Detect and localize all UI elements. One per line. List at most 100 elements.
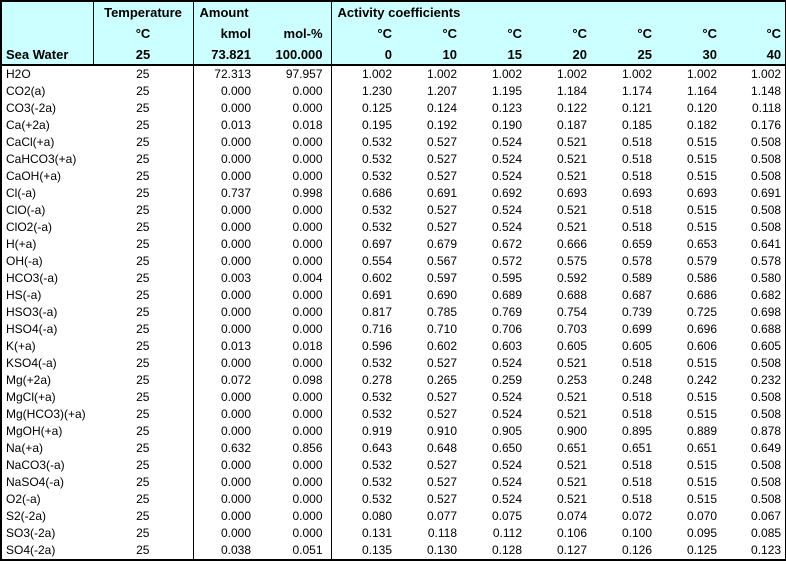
coeff-cell-6: 0.605 xyxy=(751,339,782,353)
coeff-cell-5: 0.125 xyxy=(686,543,718,557)
table-row: SO3(-2a) 25 0.000 0.000 0.131 0.118 0.112 0.106… xyxy=(1,525,786,542)
coeff-cell-4: 0.518 xyxy=(621,169,653,183)
coeff-cell-0: 0.602 xyxy=(361,271,393,285)
coeff-cell-0: 0.697 xyxy=(361,237,393,251)
coeff-cell-1: 0.527 xyxy=(426,152,458,166)
coeff-cell-0: 0.716 xyxy=(361,322,393,336)
species-cell: Mg(+2a) xyxy=(6,373,52,387)
species-cell: CaCl(+a) xyxy=(6,135,55,149)
species-cell: CaHCO3(+a) xyxy=(6,152,77,166)
coeff-cell-0: 0.643 xyxy=(361,441,393,455)
coeff-cell-4: 0.518 xyxy=(621,458,653,472)
kmol-cell: 0.013 xyxy=(220,339,251,353)
coeff-cell-3: 0.605 xyxy=(556,339,588,353)
coeff-cell-6: 0.508 xyxy=(751,492,782,506)
species-cell: CaOH(+a) xyxy=(6,169,62,183)
temperature-cell: 25 xyxy=(93,389,194,406)
table-row: HCO3(-a) 25 0.003 0.004 0.602 0.597 0.595 0.592… xyxy=(1,270,786,287)
coeff-cell-6: 0.508 xyxy=(751,203,782,217)
species-cell: Mg(HCO3)(+a) xyxy=(6,407,86,421)
molpct-cell: 0.000 xyxy=(259,287,332,304)
kmol-cell: 0.000 xyxy=(220,237,251,251)
activity-temperature-3: 20 xyxy=(526,44,592,66)
header-units-row: °C kmol mol-% °C °C °C °C °C °C °C xyxy=(1,23,786,44)
temperature-cell: 25 xyxy=(93,457,194,474)
coeff-cell-0: 0.532 xyxy=(361,407,393,421)
coeff-cell-0: 0.135 xyxy=(361,543,393,557)
table-header: Temperature Amount Activity coefficients… xyxy=(1,1,786,66)
coeff-cell-6: 0.118 xyxy=(751,101,782,115)
coeff-cell-2: 0.692 xyxy=(491,186,523,200)
coeff-cell-5: 0.120 xyxy=(686,101,718,115)
molpct-cell: 0.856 xyxy=(259,440,332,457)
coeff-cell-5: 0.696 xyxy=(686,322,718,336)
molpct-label: mol-% xyxy=(259,23,332,44)
coeff-cell-0: 0.532 xyxy=(361,356,393,370)
coeff-cell-3: 0.122 xyxy=(556,101,588,115)
coeff-cell-3: 0.754 xyxy=(556,305,588,319)
species-cell: CO2(a) xyxy=(6,84,46,98)
table-row: O2(-a) 25 0.000 0.000 0.532 0.527 0.524 0.521 0.… xyxy=(1,491,786,508)
table-row: Mg(+2a) 25 0.072 0.098 0.278 0.265 0.259 0.253 0… xyxy=(1,372,786,389)
temperature-cell: 25 xyxy=(93,491,194,508)
stream-row-label: Sea Water xyxy=(1,44,94,66)
molpct-cell: 0.000 xyxy=(259,100,332,117)
kmol-cell: 0.000 xyxy=(220,458,251,472)
species-cell: S2(-2a) xyxy=(6,509,47,523)
molpct-total: 100.000 xyxy=(259,44,332,66)
temperature-cell: 25 xyxy=(93,202,194,219)
coeff-cell-1: 0.527 xyxy=(426,135,458,149)
coeff-cell-6: 0.508 xyxy=(751,169,782,183)
activity-temperature-6: 40 xyxy=(721,44,786,66)
coeff-cell-3: 0.074 xyxy=(556,509,588,523)
coeff-cell-2: 0.905 xyxy=(491,424,523,438)
molpct-cell: 97.957 xyxy=(259,65,332,83)
coeff-cell-2: 0.524 xyxy=(491,475,523,489)
coeff-cell-6: 0.580 xyxy=(751,271,782,285)
coeff-cell-5: 0.686 xyxy=(686,288,718,302)
activity-unit-label-1: °C xyxy=(396,23,462,44)
kmol-cell: 0.000 xyxy=(220,322,251,336)
coeff-cell-4: 0.518 xyxy=(621,492,653,506)
table-row: MgCl(+a) 25 0.000 0.000 0.532 0.527 0.524 0.521… xyxy=(1,389,786,406)
coeff-cell-1: 0.527 xyxy=(426,492,458,506)
activity-unit-label-4: °C xyxy=(591,23,657,44)
kmol-cell: 0.000 xyxy=(220,407,251,421)
coeff-cell-3: 0.106 xyxy=(556,526,588,540)
coeff-cell-4: 0.578 xyxy=(621,254,653,268)
temperature-value: 25 xyxy=(93,44,194,66)
temperature-cell: 25 xyxy=(93,83,194,100)
molpct-cell: 0.000 xyxy=(259,202,332,219)
coeff-cell-4: 0.651 xyxy=(621,441,653,455)
table-row: Ca(+2a) 25 0.013 0.018 0.195 0.192 0.190 0.187 0… xyxy=(1,117,786,134)
kmol-cell: 0.000 xyxy=(220,84,251,98)
activity-temperature-1: 10 xyxy=(396,44,462,66)
kmol-cell: 0.072 xyxy=(220,373,251,387)
coeff-cell-5: 0.515 xyxy=(686,203,718,217)
activity-unit-label-0: °C xyxy=(331,23,397,44)
coeff-cell-4: 0.126 xyxy=(621,543,653,557)
coeff-cell-6: 0.085 xyxy=(751,526,782,540)
coeff-cell-0: 0.919 xyxy=(361,424,393,438)
coeff-cell-6: 0.123 xyxy=(751,543,782,557)
coeff-cell-3: 1.184 xyxy=(556,84,588,98)
coeff-cell-3: 0.693 xyxy=(556,186,588,200)
coeff-cell-6: 0.691 xyxy=(751,186,782,200)
coeff-cell-2: 0.572 xyxy=(491,254,523,268)
temperature-cell: 25 xyxy=(93,474,194,491)
coeff-cell-5: 0.515 xyxy=(686,475,718,489)
coeff-cell-2: 0.524 xyxy=(491,220,523,234)
temperature-cell: 25 xyxy=(93,253,194,270)
table-row: Na(+a) 25 0.632 0.856 0.643 0.648 0.650 0.651 0.… xyxy=(1,440,786,457)
coeff-cell-2: 0.672 xyxy=(491,237,523,251)
coeff-cell-6: 0.232 xyxy=(751,373,782,387)
temperature-cell: 25 xyxy=(93,321,194,338)
coeff-cell-0: 0.532 xyxy=(361,475,393,489)
molpct-cell: 0.018 xyxy=(259,338,332,355)
coeff-cell-2: 0.603 xyxy=(491,339,523,353)
coeff-cell-6: 0.508 xyxy=(751,356,782,370)
species-cell: OH(-a) xyxy=(6,254,43,268)
table-body: H2O 25 72.313 97.957 1.002 1.002 1.002 1.002 1.0… xyxy=(1,65,786,560)
